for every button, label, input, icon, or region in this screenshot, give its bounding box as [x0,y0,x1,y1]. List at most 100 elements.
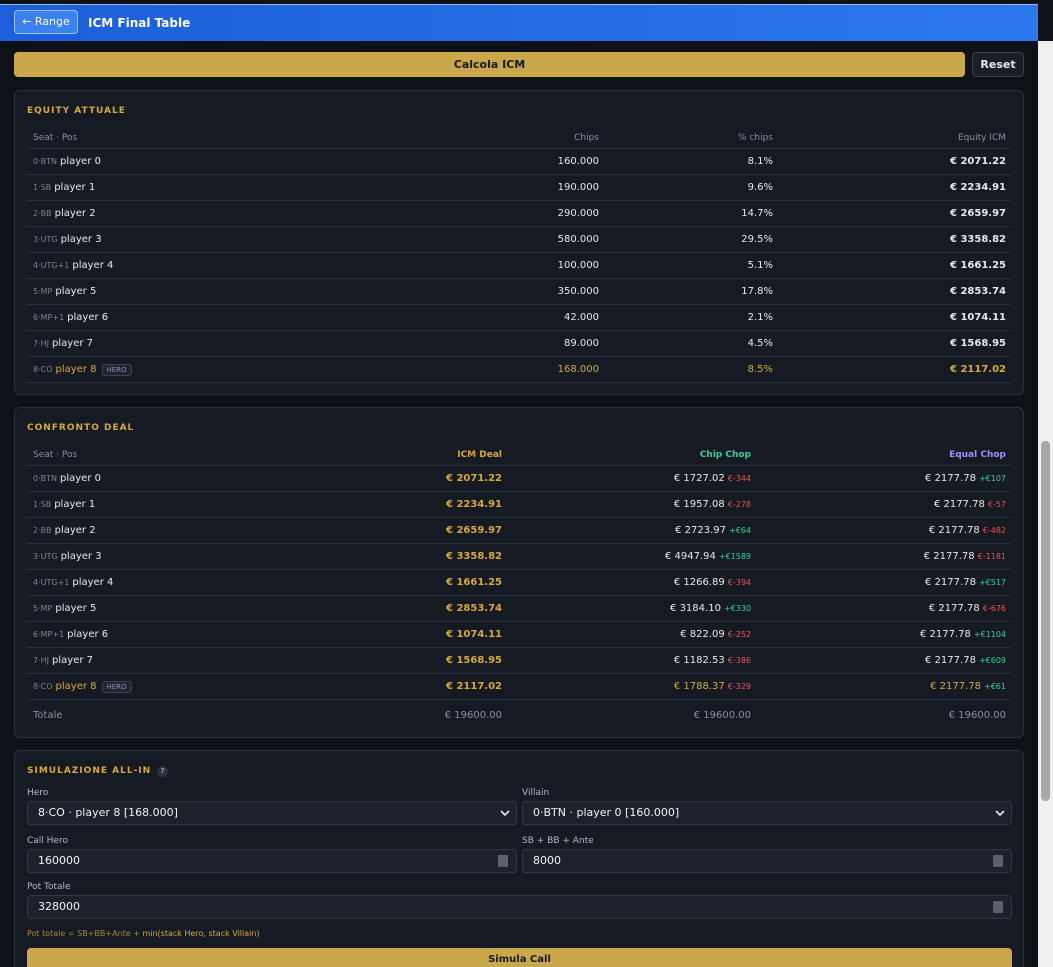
blinds-input[interactable]: 8000 [522,849,1012,873]
column-header: Seat · Pos [33,132,78,143]
amount: € 4947.94 [664,551,716,562]
equity: € 1661.25 [950,260,1006,271]
back-button[interactable]: ← Range [14,10,78,34]
chip-pct: 17.8% [741,286,773,297]
panel-title: SIMULAZIONE ALL-IN? [27,751,1011,787]
table-row: 4·UTG+1 player 4 € 1661.25 € 1266.89 €-394 € … [27,570,1011,596]
seat-pos: 2·BB [33,526,52,535]
note-text: Pot totale = SB+BB+Ante + [27,929,143,938]
diff: €-394 [727,578,751,587]
table-row: 2·BB player 2 290.000 14.7% € 2659.97 [27,201,1011,227]
seat-cell: 1·SB player 1 [27,182,465,193]
amount: € 2177.78 [928,603,980,614]
amount: € 1182.53 [673,655,725,666]
seat-cell: 1·SB player 1 [27,499,360,510]
seat-pos: 6·MP+1 [33,630,65,639]
seat-pos: 3·UTG [33,235,58,244]
chip-pct: 8.1% [747,156,773,167]
reset-button[interactable]: Reset [972,52,1024,77]
pot-note: Pot totale = SB+BB+Ante + min(stack Hero… [27,929,260,938]
chips: 160.000 [557,156,599,167]
seat-pos: 4·UTG+1 [33,261,70,270]
equal-chop: € 2177.78 €-57 [757,499,1012,510]
amount: € 1266.89 [673,577,725,588]
chip-chop: € 1957.08 €-278 [508,499,757,510]
simulate-button[interactable]: Simula Call [27,948,1012,967]
total-icm: € 19600.00 [444,709,502,721]
equal-chop: € 2177.78 +€107 [757,473,1012,484]
scroll-thumb[interactable] [1041,441,1050,801]
icm-deal: € 1661.25 [446,577,502,588]
table-row: 3·UTG player 3 580.000 29.5% € 3358.82 [27,227,1011,253]
player-name: player 5 [55,603,97,614]
equal-chop: € 2177.78 +€609 [757,655,1012,666]
player-name: player 4 [72,260,114,271]
icm-deal: € 3358.82 [446,551,502,562]
equal-chop: € 2177.78 €-482 [757,525,1012,536]
table-row: 8·CO player 8 HERO 168.000 8.5% € 2117.02 [27,357,1011,383]
seat-cell: 4·UTG+1 player 4 [27,260,465,271]
seat-pos: 2·BB [33,209,52,218]
equity-panel: EQUITY ATTUALE Seat · Pos Chips % chips Equ… [14,90,1024,395]
chip-pct: 2.1% [747,312,773,323]
table-header: Seat · Pos ICM Deal Chip Chop Equal Chop [27,444,1011,466]
diff: €-344 [727,474,751,483]
table-row: 2·BB player 2 € 2659.97 € 2723.97 +€64 € 2177… [27,518,1011,544]
pot-input[interactable]: 328000 [27,895,1012,919]
call-input[interactable]: 160000 [27,849,517,873]
diff: +€609 [978,656,1006,665]
chip-pct: 14.7% [741,208,773,219]
seat-cell: 5·MP player 5 [27,603,360,614]
scrollbar [1038,41,1053,967]
column-header: Chip Chop [699,449,751,460]
amount: € 2177.78 [925,473,976,484]
diff: €-57 [987,500,1006,509]
icm-deal: € 2853.74 [446,603,502,614]
deal-panel: CONFRONTO DEAL Seat · Pos ICM Deal Chip Ch… [14,407,1024,738]
field-label: Pot Totale [27,882,71,892]
hero-select[interactable]: 8·CO · player 8 [168.000] [27,801,517,825]
amount: € 3184.10 [670,603,721,614]
amount: € 2723.97 [675,525,727,536]
equity: € 3358.82 [950,234,1006,245]
field-label: Hero [27,788,49,798]
chips: 100.000 [557,260,599,271]
chip-chop: € 1182.53 €-386 [508,655,757,666]
amount: € 1788.37 [673,681,725,692]
table-row: 3·UTG player 3 € 3358.82 € 4947.94 +€1589 € 2… [27,544,1011,570]
player-name: player 1 [54,182,96,193]
field-label: Villain [522,788,550,798]
icm-deal: € 2659.97 [446,525,502,536]
note-highlight: min(stack Hero, stack Villain) [142,929,260,938]
amount: € 822.09 [680,629,725,640]
villain-select[interactable]: 0·BTN · player 0 [160.000] [522,801,1012,825]
equity: € 1074.11 [950,312,1006,323]
hero-badge: HERO [101,363,132,376]
calc-button[interactable]: Calcola ICM [14,52,965,77]
amount: € 1727.02 [673,473,725,484]
table-row: 1·SB player 1 € 2234.91 € 1957.08 €-278 € 217… [27,492,1011,518]
diff: €-329 [727,682,751,691]
help-icon[interactable]: ? [157,766,169,777]
table-row: 5·MP player 5 € 2853.74 € 3184.10 +€330 € 217… [27,596,1011,622]
diff: +€1589 [718,552,751,561]
seat-pos: 3·UTG [33,552,58,561]
chip-pct: 4.5% [747,338,773,349]
seat-pos: 1·SB [33,500,52,509]
table-header: Seat · Pos Chips % chips Equity ICM [27,127,1011,149]
column-header: Seat · Pos [33,449,78,460]
seat-cell: 6·MP+1 player 6 [27,629,360,640]
seat-pos: 0·BTN [33,474,57,483]
player-name: player 5 [55,286,97,297]
seat-pos: 8·CO [33,681,53,691]
amount: € 1957.08 [673,499,725,510]
column-header: Equity ICM [957,132,1006,143]
column-header: ICM Deal [457,449,502,460]
chip-pct: 29.5% [741,234,773,245]
diff: €-482 [982,526,1006,535]
player-name: player 7 [52,338,93,349]
seat-pos: 6·MP+1 [33,313,65,322]
player-name: player 0 [60,156,101,167]
seat-pos: 8·CO [33,364,53,374]
